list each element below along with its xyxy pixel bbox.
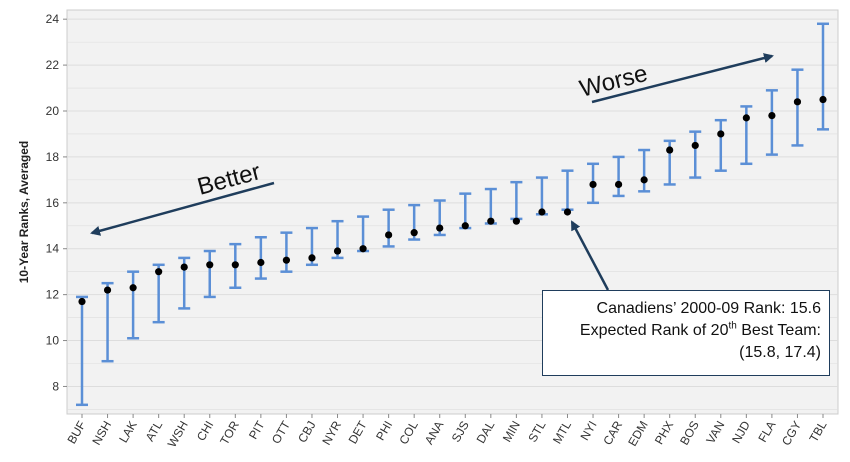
x-tick-label: ANA bbox=[422, 419, 446, 447]
expected-rank-text: Expected Rank of 20th Best Team: bbox=[579, 320, 821, 339]
x-tick-label: NYI bbox=[578, 419, 600, 443]
data-point bbox=[819, 95, 827, 104]
data-point bbox=[436, 224, 444, 232]
error-bar bbox=[76, 295, 88, 407]
better-arrow bbox=[90, 181, 275, 236]
data-point bbox=[103, 286, 112, 294]
data-point bbox=[129, 284, 137, 292]
data-point bbox=[180, 263, 188, 271]
error-bar bbox=[689, 130, 702, 179]
data-point bbox=[589, 180, 597, 189]
data-point bbox=[257, 258, 265, 267]
y-tick-label: 22 bbox=[46, 58, 60, 72]
data-point bbox=[793, 98, 802, 106]
x-tick-label: EDM bbox=[625, 419, 650, 449]
error-bar bbox=[765, 89, 778, 156]
data-point bbox=[768, 111, 776, 120]
x-tick-label: NJD bbox=[729, 418, 753, 445]
x-tick-label: CAR bbox=[600, 418, 625, 447]
data-point bbox=[461, 222, 469, 230]
y-tick-label: 10 bbox=[46, 334, 60, 348]
x-tick-label: NSH bbox=[89, 419, 114, 448]
x-tick-label: LAK bbox=[116, 419, 139, 446]
error-bar bbox=[127, 270, 140, 340]
canadiens-rank-text: Canadiens’ 2000-09 Rank: 15.6 bbox=[596, 300, 821, 317]
data-point bbox=[487, 217, 495, 225]
error-bar bbox=[612, 155, 625, 198]
error-bar bbox=[817, 22, 829, 131]
x-tick-label: COL bbox=[396, 418, 421, 447]
x-tick-label: PHI bbox=[373, 419, 395, 443]
x-tick-label: TBL bbox=[806, 418, 829, 444]
x-tick-label: CHI bbox=[194, 419, 216, 444]
data-point bbox=[691, 141, 699, 150]
x-tick-label: VAN bbox=[703, 419, 727, 447]
x-tick-label: TOR bbox=[217, 418, 242, 447]
x-tick-label: BUF bbox=[64, 419, 88, 447]
y-tick-label: 16 bbox=[46, 196, 60, 210]
y-tick-label: 14 bbox=[46, 242, 60, 256]
data-point bbox=[359, 245, 367, 253]
data-point bbox=[717, 130, 725, 138]
annotation-box: Canadiens’ 2000-09 Rank: 15.6 Expected R… bbox=[542, 290, 830, 376]
data-point bbox=[410, 229, 418, 237]
data-point bbox=[563, 208, 572, 216]
expected-range-text: (15.8, 17.4) bbox=[739, 344, 821, 361]
y-tick-label: 24 bbox=[46, 12, 60, 26]
y-axis: 8 10 12 14 16 18 20 22 24 bbox=[46, 12, 67, 393]
x-tick-label: DAL bbox=[474, 418, 498, 445]
error-bar bbox=[101, 281, 114, 363]
x-tick-label: FLA bbox=[755, 419, 778, 445]
x-tick-label: SJS bbox=[449, 419, 472, 445]
x-tick-label: WSH bbox=[165, 419, 191, 450]
error-bar bbox=[714, 118, 727, 172]
data-point bbox=[666, 146, 674, 154]
data-point bbox=[614, 180, 623, 189]
error-bar bbox=[382, 208, 395, 248]
data-points bbox=[78, 95, 827, 306]
x-tick-label: PHX bbox=[652, 419, 676, 447]
y-axis-label: 10-Year Ranks, Averaged bbox=[17, 141, 31, 284]
error-bar bbox=[638, 148, 651, 193]
data-point bbox=[206, 261, 214, 269]
x-tick-label: OTT bbox=[269, 418, 293, 446]
x-tick-label: MIN bbox=[500, 419, 523, 445]
data-point bbox=[78, 297, 86, 306]
x-tick-label: CBJ bbox=[295, 419, 318, 446]
x-tick-label: STL bbox=[525, 418, 548, 444]
data-point bbox=[385, 231, 393, 239]
error-bar bbox=[203, 249, 216, 299]
x-tick-label: CGY bbox=[779, 419, 804, 449]
x-axis: BUF NSH LAK ATL WSH CHI TOR PIT OTT CBJ NYR DET PHI C… bbox=[64, 414, 830, 450]
data-point bbox=[538, 208, 546, 216]
pointer-arrow bbox=[570, 220, 610, 291]
y-tick-label: 18 bbox=[46, 150, 60, 164]
data-point bbox=[308, 254, 316, 262]
data-point bbox=[231, 261, 239, 269]
x-tick-label: ATL bbox=[143, 418, 166, 444]
error-bar bbox=[254, 236, 267, 280]
error-bars bbox=[76, 22, 829, 407]
error-bar bbox=[280, 231, 293, 273]
y-tick-label: 8 bbox=[52, 379, 59, 393]
x-tick-label: MTL bbox=[550, 418, 574, 446]
data-point bbox=[512, 217, 520, 225]
worse-arrow bbox=[591, 53, 774, 104]
error-bar bbox=[791, 68, 804, 147]
data-point bbox=[640, 176, 648, 184]
x-tick-label: DET bbox=[346, 418, 370, 446]
y-tick-label: 20 bbox=[46, 104, 60, 118]
data-point bbox=[742, 114, 750, 122]
x-tick-label: NYR bbox=[319, 418, 344, 447]
data-point bbox=[282, 256, 291, 264]
x-tick-label: PIT bbox=[246, 418, 268, 442]
data-point bbox=[333, 247, 342, 255]
data-point bbox=[155, 268, 163, 276]
x-tick-label: BOS bbox=[677, 419, 702, 448]
y-tick-label: 12 bbox=[46, 288, 60, 302]
